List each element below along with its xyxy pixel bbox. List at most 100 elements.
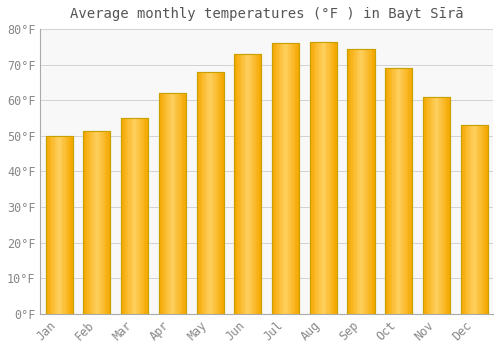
Bar [241,54,242,314]
Bar [407,68,408,314]
Bar [404,68,406,314]
Bar [403,68,404,314]
Bar [220,72,221,314]
Bar [260,54,262,314]
Bar [319,42,320,314]
Bar [170,93,171,314]
Bar [136,118,138,314]
Bar [55,136,56,314]
Bar [108,131,109,314]
Bar [390,68,392,314]
Bar [240,54,241,314]
Bar [298,43,299,314]
Bar [368,49,369,314]
Bar [438,97,439,314]
Bar [196,72,224,314]
Bar [279,43,280,314]
Bar [473,125,474,314]
Bar [171,93,172,314]
Bar [234,54,262,314]
Bar [290,43,291,314]
Bar [105,131,106,314]
Bar [244,54,245,314]
Bar [104,131,105,314]
Bar [46,136,73,314]
Bar [102,131,104,314]
Bar [295,43,296,314]
Bar [328,42,330,314]
Bar [234,54,235,314]
Bar [484,125,485,314]
Bar [296,43,298,314]
Bar [434,97,435,314]
Bar [106,131,108,314]
Bar [326,42,328,314]
Bar [460,125,462,314]
Bar [253,54,254,314]
Bar [199,72,200,314]
Bar [318,42,319,314]
Bar [366,49,368,314]
Bar [330,42,332,314]
Bar [84,131,110,314]
Bar [448,97,450,314]
Bar [398,68,400,314]
Bar [198,72,199,314]
Bar [250,54,252,314]
Bar [204,72,206,314]
Bar [196,72,198,314]
Bar [349,49,350,314]
Bar [138,118,140,314]
Bar [439,97,440,314]
Bar [166,93,167,314]
Bar [88,131,90,314]
Bar [56,136,58,314]
Bar [124,118,125,314]
Bar [47,136,48,314]
Bar [46,136,73,314]
Bar [254,54,256,314]
Bar [144,118,146,314]
Bar [248,54,249,314]
Bar [70,136,71,314]
Bar [288,43,290,314]
Bar [350,49,352,314]
Bar [481,125,482,314]
Bar [126,118,128,314]
Bar [357,49,358,314]
Bar [348,49,374,314]
Bar [312,42,314,314]
Bar [476,125,477,314]
Bar [423,97,450,314]
Bar [134,118,136,314]
Bar [353,49,354,314]
Bar [364,49,365,314]
Bar [272,43,299,314]
Bar [249,54,250,314]
Bar [100,131,101,314]
Bar [200,72,202,314]
Bar [411,68,412,314]
Bar [480,125,481,314]
Bar [485,125,486,314]
Bar [348,49,349,314]
Bar [256,54,258,314]
Bar [274,43,276,314]
Bar [63,136,64,314]
Bar [310,42,337,314]
Bar [238,54,240,314]
Bar [310,42,311,314]
Bar [431,97,432,314]
Bar [440,97,442,314]
Bar [121,118,122,314]
Bar [142,118,143,314]
Bar [206,72,208,314]
Bar [60,136,62,314]
Bar [385,68,386,314]
Bar [370,49,372,314]
Bar [48,136,50,314]
Bar [392,68,394,314]
Bar [58,136,59,314]
Bar [410,68,411,314]
Bar [435,97,436,314]
